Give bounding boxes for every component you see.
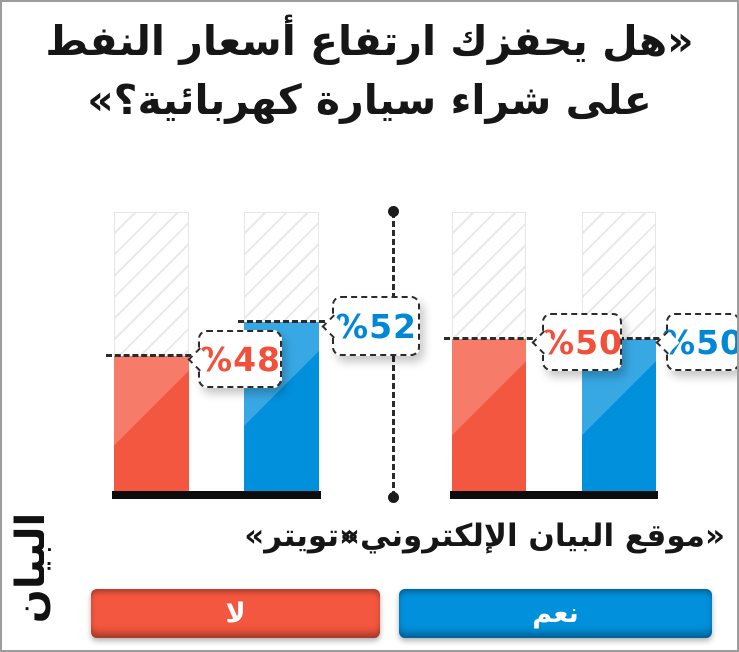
axis-baseline-twitter bbox=[112, 491, 321, 499]
divider-dot-top bbox=[388, 206, 399, 217]
legend-yes: نعم bbox=[399, 589, 712, 638]
connector-yes-twitter bbox=[238, 320, 334, 323]
bar-no-website bbox=[452, 212, 526, 493]
group-label-twitter: «تويتر» bbox=[244, 518, 359, 554]
bar-no-twitter bbox=[114, 212, 189, 493]
albayan-logo: البيان bbox=[8, 512, 54, 624]
value-callout-no-website: %50 bbox=[541, 313, 622, 371]
connector-no-website bbox=[444, 337, 542, 340]
poll-question-title: «هل يحفزك ارتفاع أسعار النفط على شراء سي… bbox=[45, 17, 694, 125]
value-callout-yes-twitter: %52 bbox=[332, 296, 420, 356]
bar-yes-website bbox=[582, 212, 656, 493]
axis-baseline-website bbox=[450, 491, 658, 499]
divider-dot-bottom bbox=[388, 492, 399, 503]
legend-no: لا bbox=[91, 589, 380, 638]
connector-no-twitter bbox=[106, 354, 200, 357]
bar-no-twitter-fill bbox=[114, 356, 189, 493]
value-callout-no-twitter: %48 bbox=[198, 330, 282, 388]
group-label-website: «موقع البيان الإلكتروني» bbox=[339, 518, 725, 554]
bar-no-website-fill bbox=[452, 339, 526, 493]
value-callout-yes-website: %50 bbox=[662, 313, 737, 371]
